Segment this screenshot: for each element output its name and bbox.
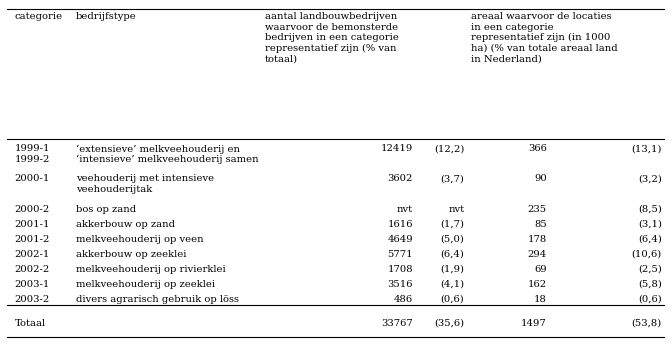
Text: 12419: 12419 [381, 144, 413, 153]
Text: nvt: nvt [397, 205, 413, 214]
Text: (1,9): (1,9) [440, 265, 464, 274]
Text: melkveehouderij op veen: melkveehouderij op veen [76, 235, 204, 244]
Text: 2000-1: 2000-1 [15, 174, 50, 183]
Text: melkveehouderij op zeeklei: melkveehouderij op zeeklei [76, 280, 215, 289]
Text: categorie: categorie [15, 12, 62, 22]
Text: bos op zand: bos op zand [76, 205, 136, 214]
Text: 235: 235 [528, 205, 547, 214]
Text: (6,4): (6,4) [441, 250, 464, 259]
Text: 3516: 3516 [388, 280, 413, 289]
Text: (0,6): (0,6) [638, 295, 662, 304]
Text: 1616: 1616 [388, 220, 413, 229]
Text: 294: 294 [528, 250, 547, 259]
Text: (2,5): (2,5) [638, 265, 662, 274]
Text: (10,6): (10,6) [632, 250, 662, 259]
Text: akkerbouw op zeeklei: akkerbouw op zeeklei [76, 250, 186, 259]
Text: 2002-2: 2002-2 [15, 265, 50, 274]
Text: (35,6): (35,6) [434, 319, 464, 328]
Text: 1497: 1497 [521, 319, 547, 328]
Text: 366: 366 [528, 144, 547, 153]
Text: ‘extensieve’ melkveehouderij en
‘intensieve’ melkveehouderij samen: ‘extensieve’ melkveehouderij en ‘intensi… [76, 144, 259, 164]
Text: areaal waarvoor de locaties
in een categorie
representatief zijn (in 1000
ha) (%: areaal waarvoor de locaties in een categ… [471, 12, 618, 63]
Text: 2001-2: 2001-2 [15, 235, 50, 244]
Text: 178: 178 [528, 235, 547, 244]
Text: 69: 69 [534, 265, 547, 274]
Text: 2001-1: 2001-1 [15, 220, 50, 229]
Text: 1708: 1708 [388, 265, 413, 274]
Text: (3,2): (3,2) [638, 174, 662, 183]
Text: (5,0): (5,0) [441, 235, 464, 244]
Text: 2003-2: 2003-2 [15, 295, 50, 304]
Text: (6,4): (6,4) [638, 235, 662, 244]
Text: (8,5): (8,5) [638, 205, 662, 214]
Text: 90: 90 [534, 174, 547, 183]
Text: 162: 162 [528, 280, 547, 289]
Text: Totaal: Totaal [15, 319, 46, 328]
Text: (0,6): (0,6) [441, 295, 464, 304]
Text: (53,8): (53,8) [632, 319, 662, 328]
Text: divers agrarisch gebruik op löss: divers agrarisch gebruik op löss [76, 295, 239, 304]
Text: 1999-1
1999-2: 1999-1 1999-2 [15, 144, 50, 164]
Text: melkveehouderij op rivierklei: melkveehouderij op rivierklei [76, 265, 226, 274]
Text: 2003-1: 2003-1 [15, 280, 50, 289]
Text: 18: 18 [534, 295, 547, 304]
Text: veehouderij met intensieve
veehouderijtak: veehouderij met intensieve veehouderijta… [76, 174, 214, 194]
Text: (13,1): (13,1) [632, 144, 662, 153]
Text: (12,2): (12,2) [434, 144, 464, 153]
Text: 5771: 5771 [388, 250, 413, 259]
Text: (5,8): (5,8) [638, 280, 662, 289]
Text: (1,7): (1,7) [440, 220, 464, 229]
Text: (4,1): (4,1) [440, 280, 464, 289]
Text: akkerbouw op zand: akkerbouw op zand [76, 220, 175, 229]
Text: (3,1): (3,1) [638, 220, 662, 229]
Text: 4649: 4649 [388, 235, 413, 244]
Text: (3,7): (3,7) [441, 174, 464, 183]
Text: 85: 85 [534, 220, 547, 229]
Text: bedrijfstype: bedrijfstype [76, 12, 136, 22]
Text: 2000-2: 2000-2 [15, 205, 50, 214]
Text: nvt: nvt [448, 205, 464, 214]
Text: 3602: 3602 [388, 174, 413, 183]
Text: 486: 486 [394, 295, 413, 304]
Text: 2002-1: 2002-1 [15, 250, 50, 259]
Text: aantal landbouwbedrijven
waarvoor de bemonsterde
bedrijven in een categorie
repr: aantal landbouwbedrijven waarvoor de bem… [265, 12, 398, 63]
Text: 33767: 33767 [381, 319, 413, 328]
